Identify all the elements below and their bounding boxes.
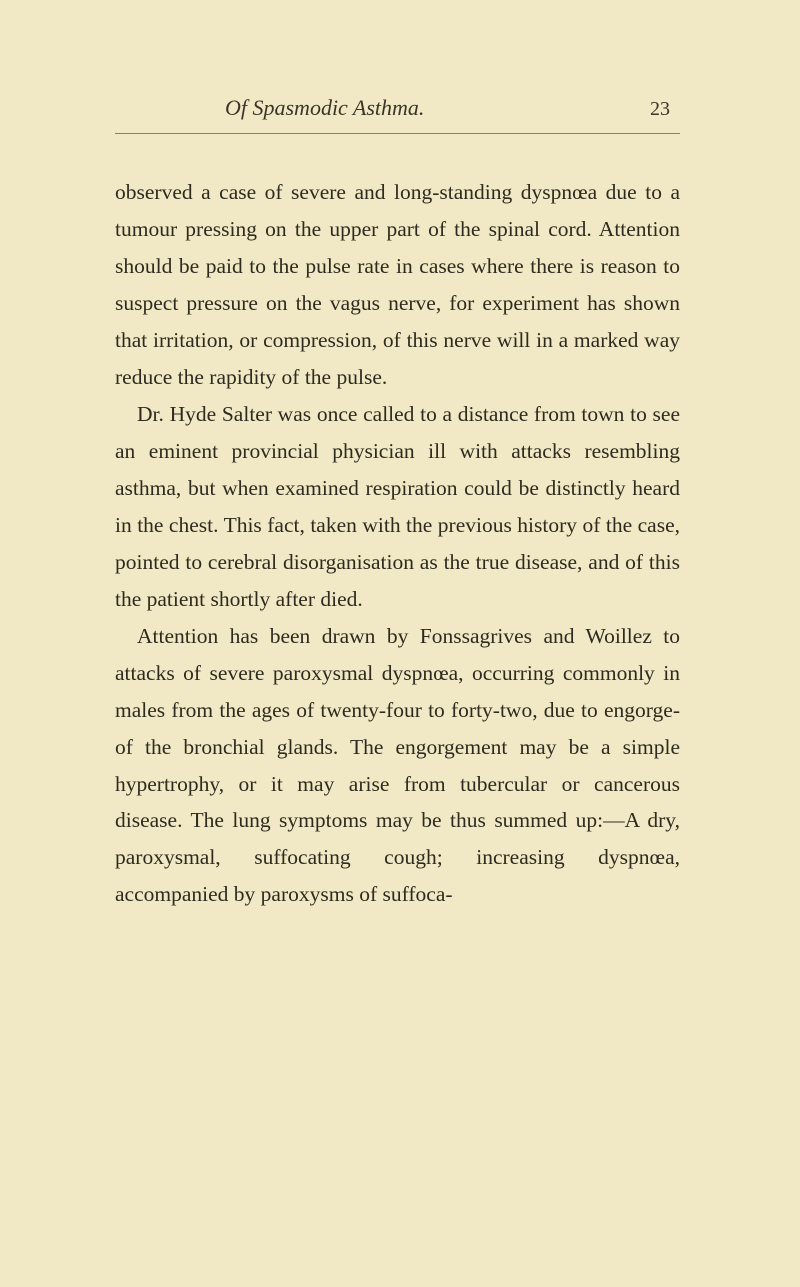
page-number: 23 [650,98,670,121]
body-text: observed a case of severe and long-stand… [115,174,700,913]
paragraph: observed a case of severe and long-stand… [115,174,680,396]
page-container: Of Spasmodic Asthma. 23 observed a case … [0,0,800,1287]
header-rule [115,133,680,134]
page-header: Of Spasmodic Asthma. 23 [115,95,700,121]
paragraph: Attention has been drawn by Fonssagrives… [115,618,680,914]
running-title: Of Spasmodic Asthma. [225,95,424,121]
paragraph: Dr. Hyde Salter was once called to a dis… [115,396,680,618]
